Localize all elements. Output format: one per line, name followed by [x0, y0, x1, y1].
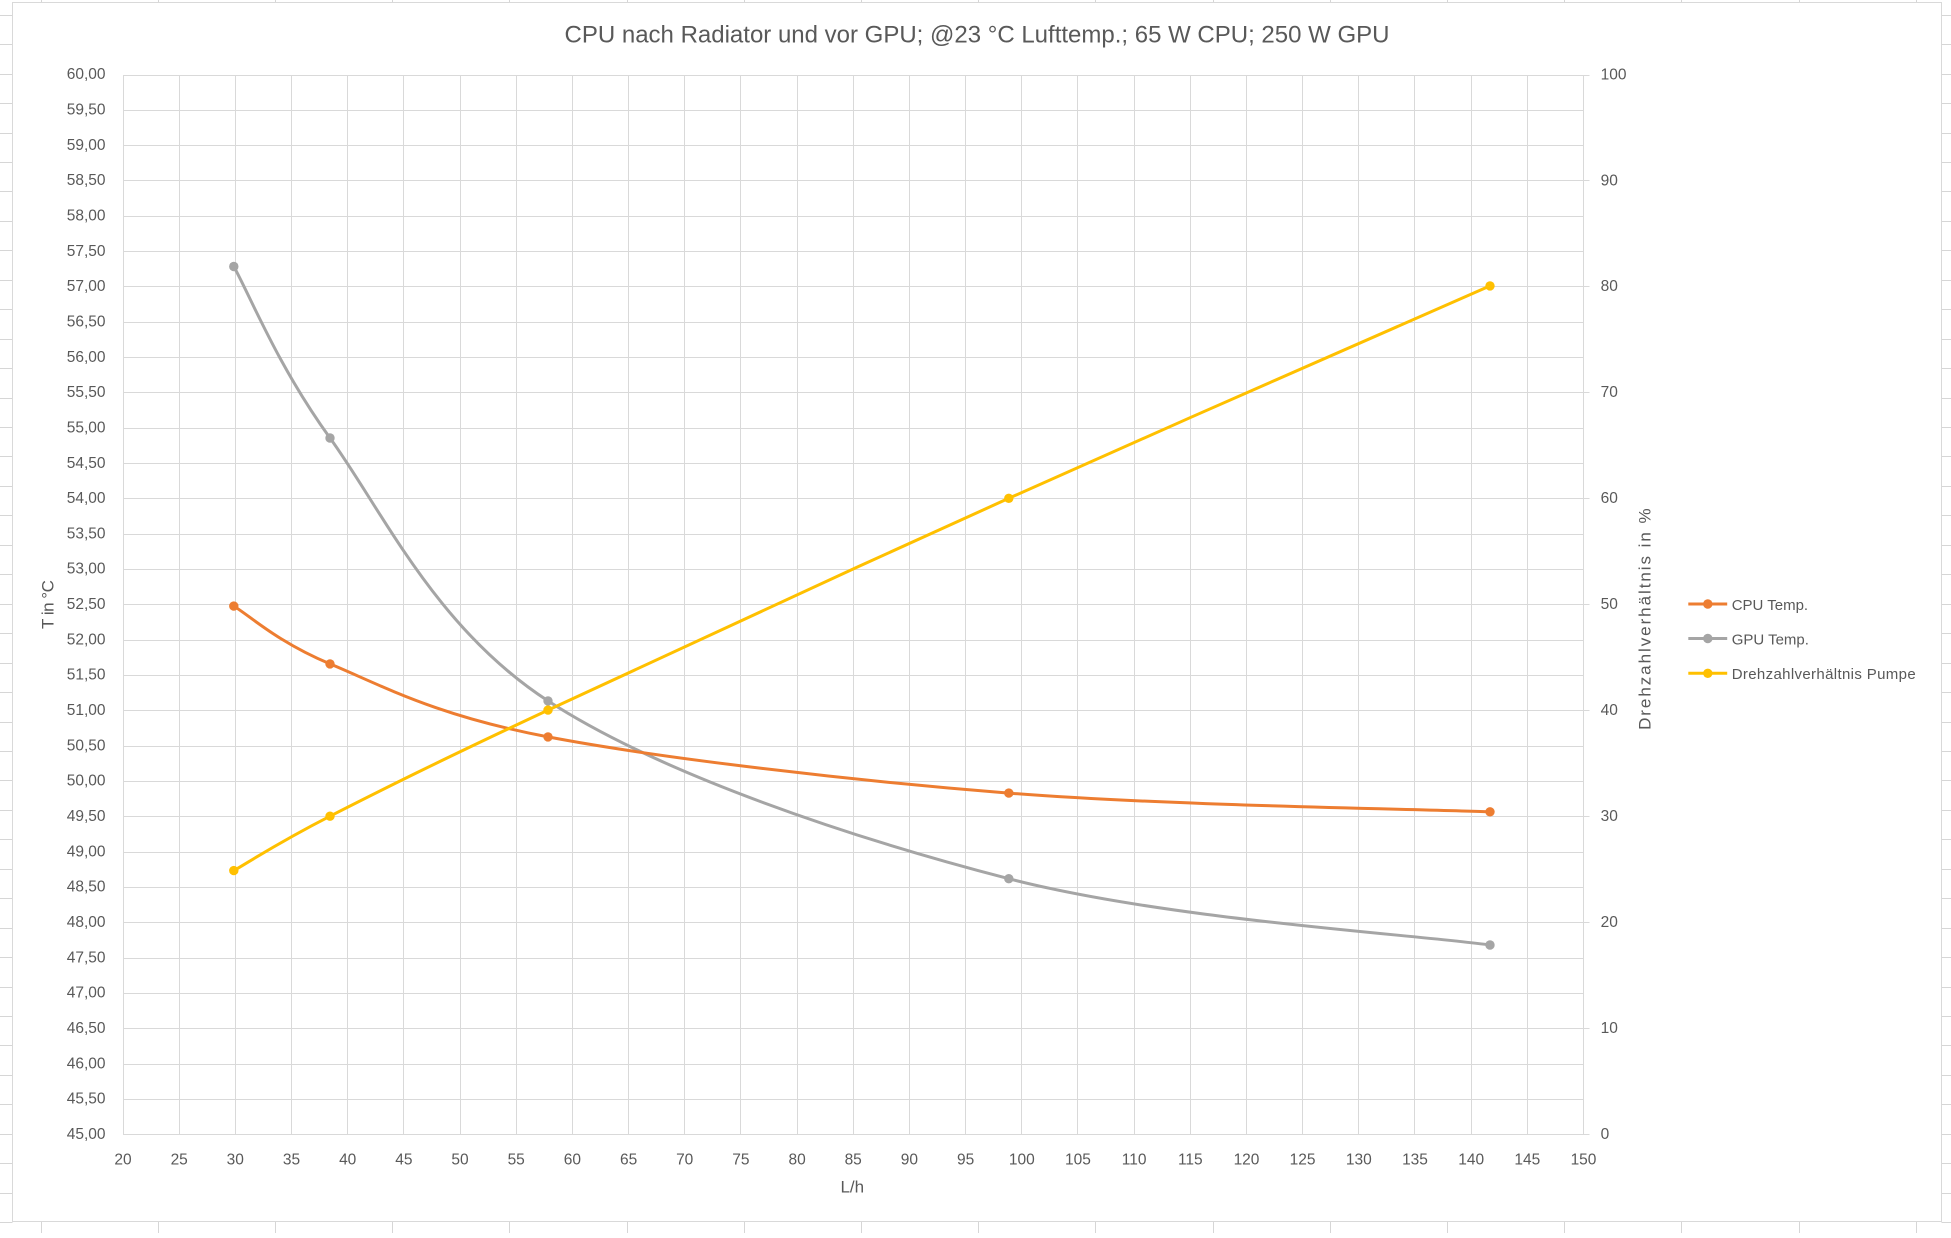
svg-text:50: 50	[1601, 596, 1619, 613]
svg-text:60,00: 60,00	[67, 66, 106, 83]
svg-text:55: 55	[508, 1152, 525, 1169]
svg-text:46,50: 46,50	[67, 1020, 106, 1037]
svg-text:51,50: 51,50	[67, 667, 106, 684]
svg-text:Drehzahlverhältnis in %: Drehzahlverhältnis in %	[1636, 506, 1655, 729]
svg-text:20: 20	[114, 1152, 132, 1169]
svg-text:48,00: 48,00	[67, 914, 106, 931]
svg-text:50,00: 50,00	[67, 773, 106, 790]
svg-text:48,50: 48,50	[67, 879, 106, 896]
svg-text:65: 65	[620, 1152, 637, 1169]
svg-text:46,00: 46,00	[67, 1055, 106, 1072]
svg-text:30: 30	[1601, 808, 1619, 825]
svg-text:40: 40	[1601, 702, 1619, 719]
svg-text:T in °C: T in °C	[39, 580, 58, 629]
svg-text:40: 40	[339, 1152, 357, 1169]
svg-text:45,50: 45,50	[67, 1091, 106, 1108]
svg-text:52,50: 52,50	[67, 596, 106, 613]
svg-text:80: 80	[788, 1152, 806, 1169]
svg-text:145: 145	[1514, 1152, 1540, 1169]
svg-text:47,00: 47,00	[67, 985, 106, 1002]
svg-text:57,00: 57,00	[67, 278, 106, 295]
svg-text:Drehzahlverhältnis Pumpe: Drehzahlverhältnis Pumpe	[1732, 666, 1916, 683]
svg-text:58,00: 58,00	[67, 208, 106, 225]
svg-text:90: 90	[901, 1152, 919, 1169]
svg-text:51,00: 51,00	[67, 702, 106, 719]
svg-text:53,50: 53,50	[67, 525, 106, 542]
svg-text:59,50: 59,50	[67, 102, 106, 119]
svg-text:55,00: 55,00	[67, 419, 106, 436]
svg-text:130: 130	[1346, 1152, 1372, 1169]
svg-text:50,50: 50,50	[67, 737, 106, 754]
svg-text:45: 45	[395, 1152, 412, 1169]
svg-text:120: 120	[1234, 1152, 1260, 1169]
svg-text:GPU Temp.: GPU Temp.	[1732, 631, 1809, 648]
svg-text:56,50: 56,50	[67, 314, 106, 331]
svg-text:52,00: 52,00	[67, 631, 106, 648]
svg-text:47,50: 47,50	[67, 949, 106, 966]
svg-text:0: 0	[1601, 1126, 1610, 1143]
svg-text:150: 150	[1571, 1152, 1597, 1169]
svg-text:45,00: 45,00	[67, 1126, 106, 1143]
svg-text:49,50: 49,50	[67, 808, 106, 825]
svg-text:80: 80	[1601, 278, 1619, 295]
svg-text:125: 125	[1290, 1152, 1316, 1169]
svg-text:56,00: 56,00	[67, 349, 106, 366]
svg-text:60: 60	[1601, 490, 1619, 507]
svg-text:54,00: 54,00	[67, 490, 106, 507]
svg-text:100: 100	[1009, 1152, 1035, 1169]
svg-text:25: 25	[171, 1152, 188, 1169]
svg-text:70: 70	[1601, 384, 1619, 401]
svg-text:140: 140	[1458, 1152, 1484, 1169]
svg-text:100: 100	[1601, 66, 1627, 83]
svg-text:105: 105	[1065, 1152, 1091, 1169]
svg-text:CPU Temp.: CPU Temp.	[1732, 597, 1808, 614]
svg-text:30: 30	[227, 1152, 245, 1169]
svg-text:55,50: 55,50	[67, 384, 106, 401]
svg-text:54,50: 54,50	[67, 455, 106, 472]
svg-text:CPU nach Radiator und vor GPU;: CPU nach Radiator und vor GPU; @23 °C Lu…	[565, 22, 1390, 49]
svg-text:53,00: 53,00	[67, 561, 106, 578]
svg-text:50: 50	[451, 1152, 469, 1169]
svg-text:57,50: 57,50	[67, 243, 106, 260]
svg-text:75: 75	[732, 1152, 749, 1169]
svg-text:58,50: 58,50	[67, 172, 106, 189]
svg-text:110: 110	[1122, 1152, 1147, 1169]
svg-text:L/h: L/h	[840, 1178, 864, 1197]
svg-text:59,00: 59,00	[67, 137, 106, 154]
svg-text:60: 60	[564, 1152, 582, 1169]
svg-text:135: 135	[1402, 1152, 1428, 1169]
svg-text:35: 35	[283, 1152, 300, 1169]
svg-text:10: 10	[1601, 1020, 1619, 1037]
svg-text:85: 85	[845, 1152, 862, 1169]
svg-text:90: 90	[1601, 172, 1619, 189]
svg-text:115: 115	[1178, 1152, 1203, 1169]
svg-text:49,00: 49,00	[67, 843, 106, 860]
svg-text:70: 70	[676, 1152, 694, 1169]
svg-text:95: 95	[957, 1152, 974, 1169]
svg-text:20: 20	[1601, 914, 1619, 931]
